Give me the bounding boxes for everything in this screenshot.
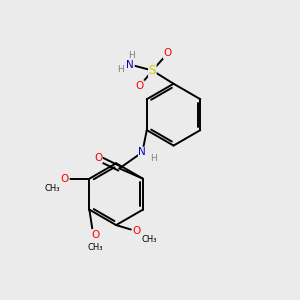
Text: CH₃: CH₃	[44, 184, 60, 193]
Text: CH₃: CH₃	[141, 235, 157, 244]
Text: H: H	[150, 154, 157, 163]
Text: S: S	[149, 64, 156, 77]
Text: H: H	[118, 64, 124, 74]
Text: O: O	[94, 153, 102, 163]
Text: O: O	[136, 81, 144, 91]
Text: O: O	[164, 48, 172, 59]
Text: O: O	[133, 226, 141, 236]
Text: N: N	[139, 147, 146, 157]
Text: O: O	[61, 174, 69, 184]
Text: CH₃: CH₃	[88, 243, 103, 252]
Text: H: H	[128, 51, 135, 60]
Text: N: N	[126, 60, 134, 70]
Text: O: O	[91, 230, 99, 240]
